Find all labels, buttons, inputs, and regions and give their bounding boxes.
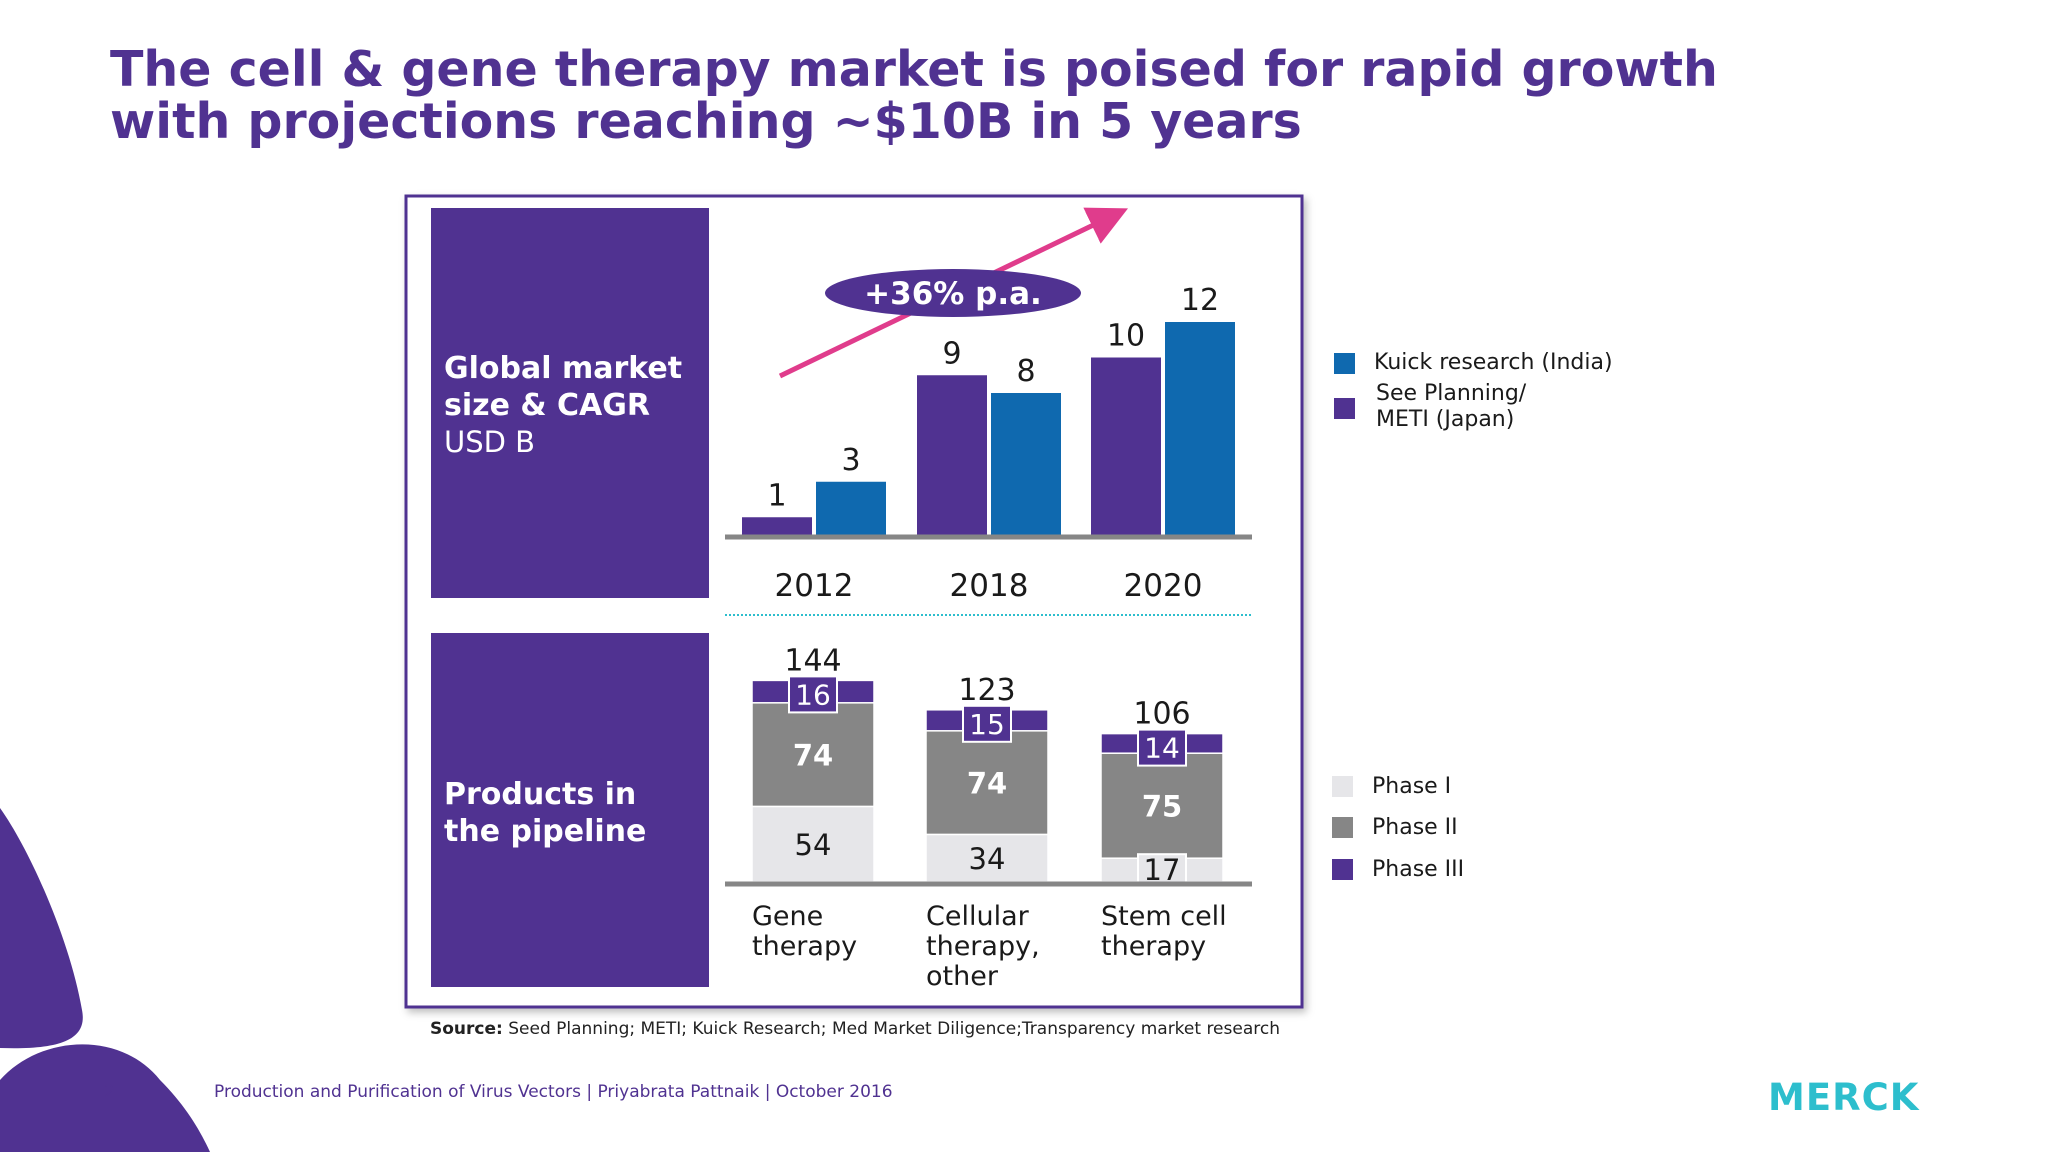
legend-swatch-phase-2 (1332, 817, 1353, 838)
data-label-bg-stem-cell-therapy-phase-3 (1137, 728, 1187, 767)
data-label-bg-cellular-therapy-phase-3 (962, 704, 1012, 743)
x-category-label-stem-cell-therapy-line2: therapy (1101, 931, 1206, 962)
x-tick-label-2020: 2020 (1124, 568, 1203, 604)
footer-text: Production and Purification of Virus Vec… (214, 1082, 893, 1102)
x-category-label-cellular-therapy-line3: other (926, 961, 999, 992)
bar-2018-kuick (991, 393, 1061, 535)
footer-page-number: 2 (104, 1082, 115, 1102)
data-label-cellular-therapy-phase-1: 34 (969, 842, 1006, 876)
market-label-line2: size & CAGR (444, 388, 650, 423)
legend-swatch-phase-3 (1332, 859, 1353, 880)
market-chart: 1 3 2012 9 8 2018 10 12 2020 +36% p.a. (725, 207, 1252, 604)
bar-2020-kuick (1165, 322, 1235, 535)
data-label-2018-see-planning: 9 (942, 336, 961, 371)
pipeline-chart: 547416144Genetherapy347415123Cellularthe… (725, 643, 1252, 992)
total-label-gene-therapy: 144 (784, 643, 841, 678)
x-category-label-stem-cell-therapy-line1: Stem cell (1101, 901, 1227, 932)
legend-label-see-planning-line2: METI (Japan) (1376, 407, 1515, 432)
x-category-label-gene-therapy-line2: therapy (752, 931, 857, 962)
total-label-cellular-therapy: 123 (958, 673, 1015, 708)
x-category-label-cellular-therapy-line1: Cellular (926, 901, 1030, 932)
legend-label-phase-3: Phase III (1372, 857, 1465, 882)
bar-2020-see-planning (1091, 357, 1161, 535)
bar-gene-therapy-phase-1 (751, 805, 875, 883)
bar-2012-kuick (816, 481, 886, 535)
data-label-gene-therapy-phase-2: 74 (793, 739, 833, 773)
legend-label-phase-1: Phase I (1372, 774, 1452, 799)
total-label-stem-cell-therapy: 106 (1133, 697, 1190, 732)
decor-shape-bottom (0, 1044, 210, 1152)
merck-logo: MERCK (1768, 1076, 1920, 1119)
data-label-gene-therapy-phase-3: 16 (795, 678, 831, 711)
bar-2018-see-planning (917, 375, 987, 535)
bar-stem-cell-therapy-phase-2 (1100, 752, 1224, 859)
data-label-cellular-therapy-phase-2: 74 (967, 767, 1007, 801)
x-category-label-gene-therapy-line1: Gene (752, 901, 823, 932)
market-label-line1: Global market (444, 351, 682, 386)
pipeline-label-panel (431, 633, 709, 987)
x-tick-label-2012: 2012 (775, 568, 854, 604)
legend-swatch-see-planning (1334, 398, 1355, 419)
source-note: Source: Seed Planning; METI; Kuick Resea… (430, 1019, 1280, 1039)
data-label-stem-cell-therapy-phase-2: 75 (1142, 790, 1182, 824)
legend-label-kuick: Kuick research (India) (1374, 350, 1613, 375)
x-tick-label-2018: 2018 (950, 568, 1029, 604)
bar-2012-see-planning (742, 517, 812, 535)
bar-cellular-therapy-phase-2 (925, 730, 1049, 836)
bar-gene-therapy-phase-2 (751, 702, 875, 808)
data-label-stem-cell-therapy-phase-3: 14 (1144, 732, 1180, 765)
slide-title-line2: with projections reaching ~$10B in 5 yea… (110, 93, 1302, 150)
decor-shape-left (0, 808, 83, 1049)
source-label: Source: (430, 1019, 503, 1039)
data-label-2012-kuick: 3 (841, 443, 860, 478)
data-label-gene-therapy-phase-1: 54 (795, 828, 832, 862)
legend-label-phase-2: Phase II (1372, 815, 1458, 840)
pipeline-label-line2: the pipeline (444, 814, 646, 849)
market-legend: Kuick research (India) See Planning/ MET… (1334, 350, 1674, 440)
legend-swatch-kuick (1334, 353, 1355, 374)
data-label-2020-see-planning: 10 (1107, 319, 1145, 354)
data-label-2012-see-planning: 1 (767, 478, 786, 513)
cagr-label: +36% p.a. (864, 276, 1042, 312)
legend-swatch-phase-1 (1332, 776, 1353, 797)
data-label-cellular-therapy-phase-3: 15 (969, 708, 1005, 741)
pipeline-label-line1: Products in (444, 777, 636, 812)
x-category-label-cellular-therapy-line2: therapy, (926, 931, 1040, 962)
slide-title: The cell & gene therapy market is poised… (110, 44, 1810, 148)
source-text: Seed Planning; METI; Kuick Research; Med… (508, 1019, 1280, 1039)
data-label-2018-kuick: 8 (1016, 354, 1035, 389)
data-label-bg-gene-therapy-phase-3 (788, 675, 838, 714)
market-label-unit: USD B (444, 425, 535, 459)
legend-label-see-planning-line1: See Planning/ (1376, 381, 1527, 406)
pipeline-legend: Phase I Phase II Phase III (1332, 774, 1592, 884)
data-label-2020-kuick: 12 (1181, 283, 1219, 318)
market-label-panel (431, 208, 709, 598)
cagr-badge (825, 269, 1081, 317)
slide-title-line1: The cell & gene therapy market is poised… (110, 41, 1718, 98)
